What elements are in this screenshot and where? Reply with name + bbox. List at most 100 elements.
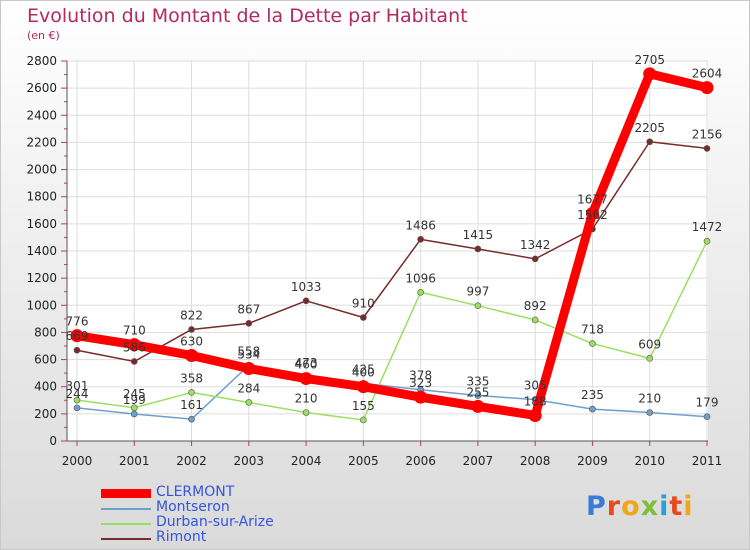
y-tick-label: 2400: [26, 108, 57, 122]
data-label-montseron: 210: [638, 392, 661, 406]
data-label-clermont: 188: [524, 394, 547, 408]
data-point-durban-sur-arize: [302, 409, 310, 416]
logo-letter: x: [640, 491, 660, 522]
logo-letter: r: [606, 491, 622, 522]
data-label-clermont: 2705: [634, 53, 665, 67]
data-point-clermont: [70, 329, 84, 343]
data-label-durban-sur-arize: 155: [352, 399, 375, 413]
data-label-clermont: 2604: [692, 67, 723, 81]
proxiti-logo: Proxiti: [586, 491, 694, 522]
data-label-clermont: 630: [180, 335, 203, 349]
data-point-rimont: [73, 346, 81, 354]
data-point-rimont: [245, 320, 253, 327]
data-label-rimont: 2205: [634, 121, 665, 135]
data-point-clermont: [356, 380, 370, 394]
data-label-rimont: 669: [66, 329, 89, 343]
data-label-rimont: 1033: [291, 280, 322, 294]
chart-subtitle: (en €): [27, 29, 60, 42]
data-label-rimont: 1562: [577, 208, 608, 222]
data-point-durban-sur-arize: [73, 396, 81, 404]
data-label-rimont: 1415: [463, 228, 494, 242]
data-point-clermont: [242, 362, 256, 376]
x-tick-label: 2002: [176, 454, 207, 468]
x-tick-label: 2008: [520, 454, 551, 468]
data-point-rimont: [531, 255, 539, 263]
data-point-rimont: [474, 245, 482, 253]
data-label-rimont: 867: [237, 302, 260, 316]
data-point-clermont: [643, 67, 657, 81]
data-point-rimont: [188, 326, 195, 333]
data-label-montseron: 161: [180, 398, 203, 412]
data-point-durban-sur-arize: [188, 389, 195, 396]
y-tick-label: 400: [34, 380, 57, 394]
data-label-rimont: 586: [123, 340, 146, 354]
data-point-montseron: [474, 392, 482, 399]
data-label-clermont: 400: [352, 366, 375, 380]
data-label-durban-sur-arize: 1472: [692, 220, 723, 234]
data-label-montseron: 425: [352, 362, 375, 376]
y-tick-label: 1400: [26, 244, 57, 258]
data-point-durban-sur-arize: [531, 316, 539, 324]
y-tick-label: 0: [49, 434, 57, 448]
series-line-rimont: [76, 141, 708, 363]
y-tick-label: 200: [34, 407, 57, 421]
data-point-clermont: [414, 390, 428, 404]
data-point-clermont: [700, 81, 714, 95]
data-label-rimont: 2156: [692, 127, 723, 141]
x-tick-label: 2003: [234, 454, 265, 468]
logo-letter: t: [669, 491, 684, 522]
data-label-durban-sur-arize: 609: [638, 337, 661, 351]
legend-label: Rimont: [156, 529, 207, 545]
legend-label: Durban-sur-Arize: [156, 514, 274, 530]
data-label-rimont: 822: [180, 308, 203, 322]
data-point-durban-sur-arize: [417, 288, 424, 296]
data-label-montseron: 558: [237, 344, 260, 358]
legend-swatch: [101, 508, 151, 510]
series-line-clermont: [72, 69, 712, 420]
data-point-clermont: [299, 372, 313, 386]
data-point-rimont: [646, 138, 654, 146]
data-label-durban-sur-arize: 997: [466, 285, 489, 299]
data-point-durban-sur-arize: [703, 237, 711, 245]
data-label-clermont: 323: [409, 376, 432, 390]
x-tick-label: 2006: [405, 454, 436, 468]
data-labels: 776 710 630 534 460 400 323 255 188 1677 2705 2604 2…: [66, 53, 723, 413]
y-tick-label: 1800: [26, 190, 57, 204]
data-point-clermont: [127, 338, 141, 352]
x-tick-label: 2000: [62, 454, 93, 468]
x-tick-label: 2011: [692, 454, 723, 468]
data-point-clermont: [585, 206, 599, 220]
data-point-rimont: [417, 236, 424, 243]
y-tick-label: 800: [34, 325, 57, 339]
data-point-durban-sur-arize: [474, 302, 482, 309]
data-point-durban-sur-arize: [589, 340, 596, 347]
x-tick-label: 2010: [634, 454, 665, 468]
data-label-durban-sur-arize: 358: [180, 371, 203, 385]
data-label-durban-sur-arize: 892: [524, 299, 547, 313]
series-line-durban-sur-arize: [76, 240, 708, 421]
data-label-durban-sur-arize: 245: [123, 387, 146, 401]
legend-swatch: [101, 523, 151, 525]
data-label-durban-sur-arize: 718: [581, 323, 604, 337]
y-tick-label: 2800: [26, 54, 57, 68]
data-label-durban-sur-arize: 1096: [405, 271, 436, 285]
data-label-rimont: 1342: [520, 238, 551, 252]
x-tick-label: 2005: [348, 454, 379, 468]
data-point-rimont: [703, 145, 711, 152]
logo-letter: i: [659, 491, 670, 522]
data-point-clermont: [528, 408, 542, 422]
data-point-montseron: [646, 409, 654, 416]
y-tick-label: 1600: [26, 217, 57, 231]
y-tick-label: 1000: [26, 298, 57, 312]
data-label-durban-sur-arize: 210: [295, 392, 318, 406]
data-label-montseron: 305: [524, 379, 547, 393]
y-tick-label: 2600: [26, 81, 57, 95]
data-label-durban-sur-arize: 284: [237, 381, 260, 395]
data-point-clermont: [185, 349, 199, 362]
data-point-montseron: [188, 415, 195, 423]
logo-letter: P: [586, 491, 607, 522]
data-label-montseron: 378: [409, 369, 432, 383]
data-label-clermont: 534: [237, 348, 260, 362]
data-point-montseron: [703, 413, 711, 421]
